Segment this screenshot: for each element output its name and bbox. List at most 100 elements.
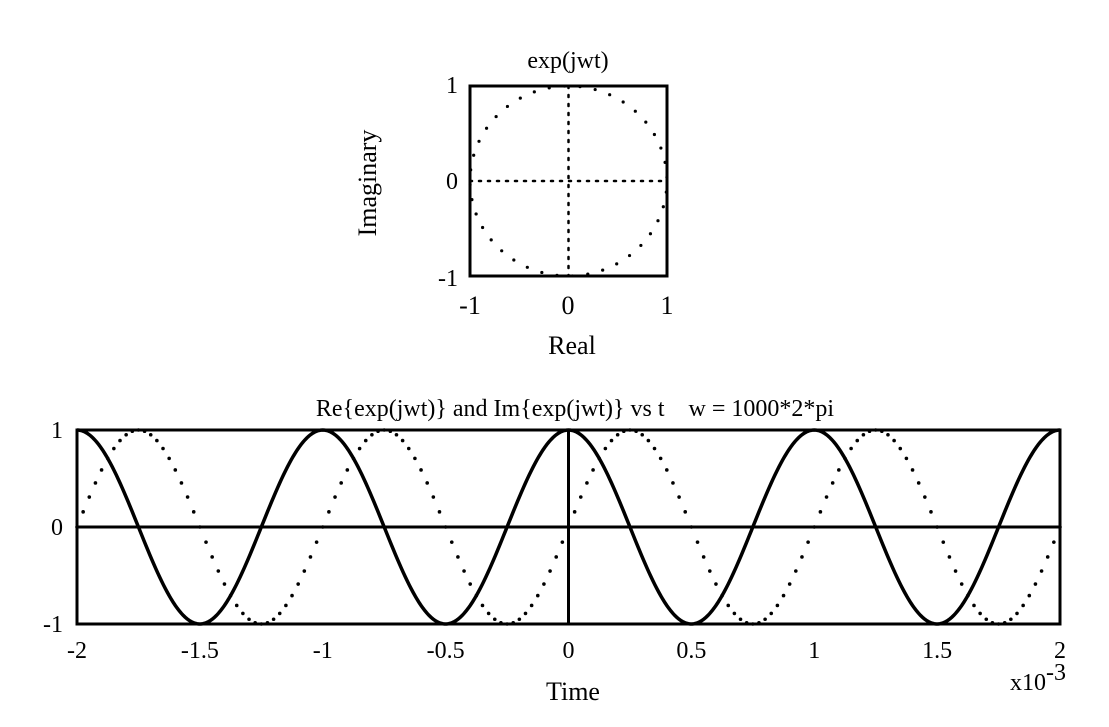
- circle-xtick-0: 0: [562, 291, 575, 320]
- imag-part-point: [652, 446, 657, 451]
- imag-part-point: [941, 540, 946, 544]
- imag-part-point: [419, 468, 423, 472]
- time-ytick-0: 0: [51, 515, 63, 541]
- imag-part-point: [929, 510, 933, 514]
- imag-part-point: [597, 456, 602, 461]
- time-xtick-label: -1: [313, 638, 333, 664]
- imag-part-point: [892, 438, 896, 443]
- circle-point: [518, 96, 522, 100]
- imag-part-point: [480, 603, 485, 608]
- circle-ytick-0: 0: [446, 169, 458, 195]
- circle-point: [512, 258, 516, 262]
- imag-part-point: [787, 582, 792, 586]
- circle-point: [474, 212, 478, 216]
- imag-part-point: [689, 525, 694, 529]
- imag-part-point: [781, 593, 786, 598]
- imag-part-point: [1009, 617, 1013, 622]
- imag-part-point: [818, 510, 823, 514]
- imag-part-point: [191, 510, 196, 514]
- imag-part-point: [308, 555, 313, 559]
- imag-part-point: [775, 603, 780, 608]
- time-xtick-label: 0.5: [676, 638, 706, 664]
- imag-part-point: [898, 446, 903, 451]
- imag-part-point: [474, 593, 479, 598]
- imag-part-point: [837, 468, 841, 472]
- imag-part-point: [726, 603, 731, 608]
- time-xtick-label: 2: [1054, 638, 1066, 664]
- circle-marks: [468, 84, 669, 278]
- time-xtick-label: -0.5: [427, 638, 465, 664]
- circle-point: [659, 146, 663, 150]
- circle-point: [639, 243, 643, 248]
- imag-part-point: [314, 540, 319, 544]
- imag-part-point: [216, 569, 221, 573]
- circle-point: [644, 120, 648, 124]
- circle-point: [656, 219, 660, 223]
- circle-point: [555, 273, 559, 277]
- imag-part-point: [972, 603, 976, 608]
- circle-plot-title: exp(jwt): [527, 48, 608, 74]
- circle-point: [652, 132, 657, 137]
- imag-part-point: [794, 569, 798, 573]
- imag-part-point: [234, 603, 239, 608]
- imag-part-point: [830, 481, 835, 485]
- exponent-base: x10: [1010, 670, 1046, 696]
- circle-point: [664, 190, 668, 194]
- imag-part-point: [179, 481, 184, 485]
- circle-point: [586, 272, 590, 276]
- imag-part-point: [486, 611, 491, 616]
- imag-part-point: [351, 456, 356, 461]
- imag-part-point: [228, 593, 233, 598]
- circle-point: [601, 268, 605, 272]
- time-ytick-1: 1: [51, 418, 63, 444]
- imag-part-point: [714, 582, 718, 586]
- imag-part-point: [400, 438, 405, 443]
- imag-part-point: [155, 438, 159, 443]
- imag-part-point: [665, 468, 669, 472]
- imag-part-point: [671, 481, 675, 485]
- imag-part-point: [290, 593, 294, 598]
- imag-part-point: [456, 555, 460, 559]
- imag-part-point: [824, 495, 829, 499]
- circle-point: [547, 86, 551, 90]
- imag-part-point: [339, 481, 343, 485]
- imag-part-point: [959, 582, 964, 586]
- imag-part-point: [535, 593, 540, 598]
- circle-xtick-neg1: -1: [459, 291, 481, 320]
- imag-part-point: [578, 495, 583, 499]
- imag-part-point: [124, 432, 128, 437]
- imag-part-point: [345, 468, 350, 472]
- imag-part-point: [886, 432, 890, 437]
- imag-part-point: [861, 432, 866, 437]
- imag-part-point: [185, 495, 190, 499]
- imag-part-point: [1052, 540, 1056, 544]
- imag-part-point: [529, 603, 534, 608]
- imag-part-point: [910, 468, 915, 472]
- imag-part-point: [849, 446, 853, 451]
- imag-part-point: [271, 617, 276, 622]
- imag-part-point: [112, 446, 116, 451]
- imag-part-point: [284, 603, 288, 608]
- imag-part-point: [585, 481, 589, 485]
- imag-part-point: [431, 495, 436, 499]
- imag-part-point: [923, 495, 927, 499]
- imag-part-point: [935, 525, 939, 529]
- imag-part-point: [732, 611, 737, 616]
- circle-xlabel: Real: [548, 331, 596, 360]
- imag-part-point: [640, 432, 645, 437]
- circle-point: [540, 270, 544, 275]
- imag-part-point: [609, 438, 614, 443]
- imag-part-point: [204, 540, 208, 544]
- imag-part-point: [1045, 555, 1050, 559]
- time-marks: [75, 428, 1062, 626]
- imag-part-point: [1033, 582, 1038, 586]
- imag-part-point: [517, 617, 522, 622]
- circle-point: [562, 84, 567, 88]
- imag-part-point: [462, 569, 466, 573]
- circle-point: [489, 238, 493, 242]
- exponent-power: -3: [1046, 660, 1066, 686]
- imag-part-point: [1027, 593, 1032, 598]
- time-plot-title: Re{exp(jwt)} and Im{exp(jwt)} vs t w = 1…: [316, 396, 835, 422]
- imag-part-point: [554, 555, 559, 559]
- imag-part-point: [984, 617, 989, 622]
